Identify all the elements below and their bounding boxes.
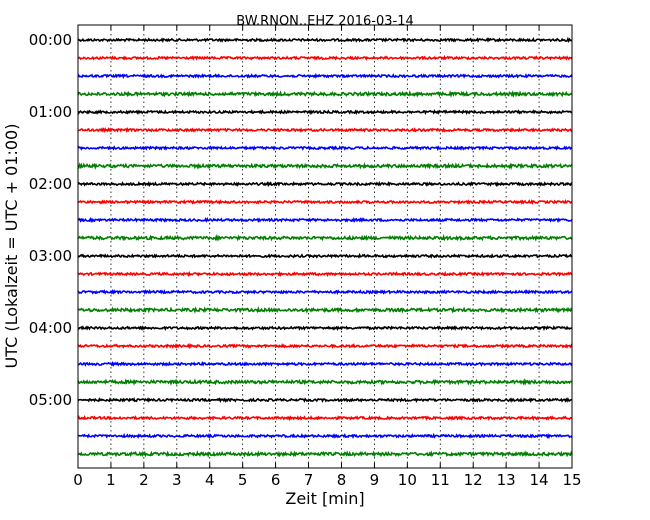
x-tick-label: 5 [238, 471, 248, 489]
x-axis-label: Zeit [min] [285, 489, 364, 508]
x-tick-label: 9 [370, 471, 380, 489]
y-tick-label: 01:00 [29, 103, 72, 121]
y-tick-label: 02:00 [29, 175, 72, 193]
x-axis: 0 1 2 3 4 5 6 7 8 9 10 11 12 13 14 15 [73, 25, 582, 489]
x-tick-label: 1 [106, 471, 116, 489]
x-tick-label: 2 [139, 471, 149, 489]
x-tick-label: 15 [562, 471, 581, 489]
traces [77, 36, 573, 458]
x-tick-label: 11 [431, 471, 450, 489]
trace-line [77, 396, 573, 404]
trace-line [77, 360, 573, 367]
y-axis-label: UTC (Lokalzeit = UTC + 01:00) [2, 124, 21, 369]
x-tick-label: 8 [337, 471, 347, 489]
trace-line [77, 342, 573, 350]
y-tick-label: 03:00 [29, 247, 72, 265]
x-tick-label: 6 [271, 471, 281, 489]
trace-line [77, 305, 573, 314]
trace-line [77, 161, 573, 171]
trace-line [77, 36, 573, 44]
x-tick-label: 10 [398, 471, 417, 489]
grid [110, 25, 540, 468]
trace-line [77, 377, 573, 387]
trace-line [77, 415, 573, 422]
y-tick-label: 04:00 [29, 319, 72, 337]
x-tick-label: 4 [205, 471, 215, 489]
trace-line [77, 216, 573, 224]
trace-line [77, 126, 573, 133]
x-tick-label: 7 [304, 471, 314, 489]
trace-line [77, 450, 573, 458]
trace-line [77, 252, 573, 259]
y-tick-label: 00:00 [29, 31, 72, 49]
trace-line [77, 145, 573, 152]
trace-line [77, 54, 573, 61]
x-tick-label: 0 [73, 471, 83, 489]
x-tick-label: 3 [172, 471, 182, 489]
trace-line [77, 198, 573, 206]
trace-line [77, 109, 573, 116]
trace-line [77, 325, 573, 332]
x-tick-label: 13 [497, 471, 516, 489]
chart-title: BW.RNON..EHZ 2016-03-14 [236, 14, 414, 29]
trace-line [77, 90, 573, 98]
y-tick-label: 05:00 [29, 391, 72, 409]
plot-frame [77, 24, 573, 469]
trace-line [77, 288, 573, 295]
x-tick-label: 12 [464, 471, 483, 489]
trace-line [77, 233, 573, 242]
x-tick-label: 14 [530, 471, 549, 489]
trace-line [77, 270, 573, 278]
trace-line [77, 72, 573, 80]
trace-line [77, 180, 573, 188]
trace-line [77, 432, 573, 440]
y-axis: 00:00 01:00 02:00 03:00 04:00 05:00 [29, 31, 572, 409]
